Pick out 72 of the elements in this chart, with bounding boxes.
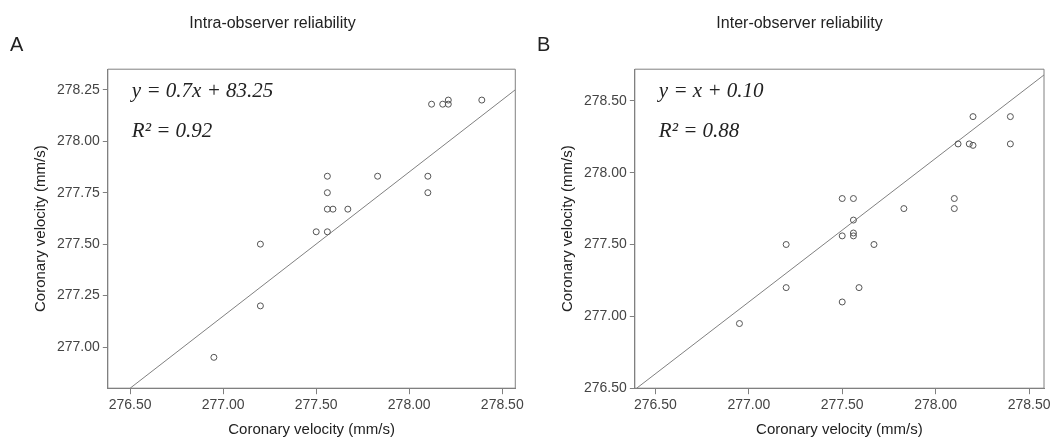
y-tick-label: 277.00: [56, 337, 101, 354]
point: [969, 113, 977, 121]
point: [344, 205, 352, 213]
y-tick-label: 277.50: [56, 234, 101, 251]
point: [444, 96, 452, 104]
point: [323, 228, 331, 236]
point: [969, 141, 977, 149]
point: [329, 205, 337, 213]
point: [323, 205, 331, 213]
text: A: [10, 32, 24, 55]
x-tick-label: 276.50: [633, 396, 677, 413]
point: [424, 189, 432, 197]
y-tick-label: 277.00: [583, 307, 628, 324]
text: B: [537, 32, 551, 55]
y-tick-label: 277.25: [56, 286, 101, 303]
point: [256, 240, 264, 248]
x-tick-label: 277.00: [727, 396, 771, 413]
point: [256, 302, 264, 310]
point: [870, 241, 878, 249]
point: [965, 140, 973, 148]
point: [950, 205, 958, 213]
x-axis-title: Coronary velocity (mm/s): [228, 420, 395, 438]
point: [954, 140, 962, 148]
x-tick-label: 277.00: [201, 396, 245, 413]
y-tick-label: 278.00: [583, 163, 628, 180]
y-tick-label: 278.50: [583, 91, 628, 108]
y-axis-title: Coronary velocity (mm/s): [31, 145, 49, 313]
annotation: R² = 0.92: [130, 117, 213, 142]
point: [849, 229, 857, 237]
x-tick-label: 277.50: [820, 396, 864, 413]
point: [855, 284, 863, 292]
point: [838, 232, 846, 240]
x-axis-title: Coronary velocity (mm/s): [756, 420, 923, 438]
point: [782, 241, 790, 249]
point: [1006, 113, 1014, 121]
x-tick-label: 278.50: [1007, 396, 1051, 413]
point: [323, 189, 331, 197]
point: [210, 353, 218, 361]
x-tick-label: 278.50: [480, 396, 524, 413]
y-tick-label: 278.25: [56, 80, 101, 97]
y-tick-label: 276.50: [583, 379, 628, 396]
point: [900, 205, 908, 213]
point: [950, 195, 958, 203]
point: [312, 228, 320, 236]
point: [444, 100, 452, 108]
point: [849, 232, 857, 240]
annotation: y = 0.7x + 83.25: [129, 77, 274, 102]
point: [735, 320, 743, 328]
point: [323, 172, 331, 180]
point: [374, 172, 382, 180]
point: [1006, 140, 1014, 148]
chart-title: Inter-observer reliability: [716, 14, 883, 32]
y-tick-label: 278.00: [56, 132, 101, 149]
y-axis-title: Coronary velocity (mm/s): [558, 145, 576, 313]
x-tick-label: 277.50: [294, 396, 338, 413]
x-tick-label: 278.00: [914, 396, 958, 413]
point: [838, 195, 846, 203]
point: [782, 284, 790, 292]
y-tick-label: 277.75: [56, 183, 101, 200]
x-tick-label: 276.50: [108, 396, 152, 413]
point: [424, 172, 432, 180]
point: [849, 216, 857, 224]
x-tick-label: 278.00: [387, 396, 431, 413]
chart-title: Intra-observer reliability: [189, 14, 356, 32]
point: [838, 298, 846, 306]
annotation: R² = 0.88: [657, 117, 740, 142]
point: [439, 100, 447, 108]
annotation: y = x + 0.10: [656, 77, 765, 102]
point: [849, 195, 857, 203]
point: [428, 100, 436, 108]
y-tick-label: 277.50: [583, 235, 628, 252]
point: [478, 96, 486, 104]
